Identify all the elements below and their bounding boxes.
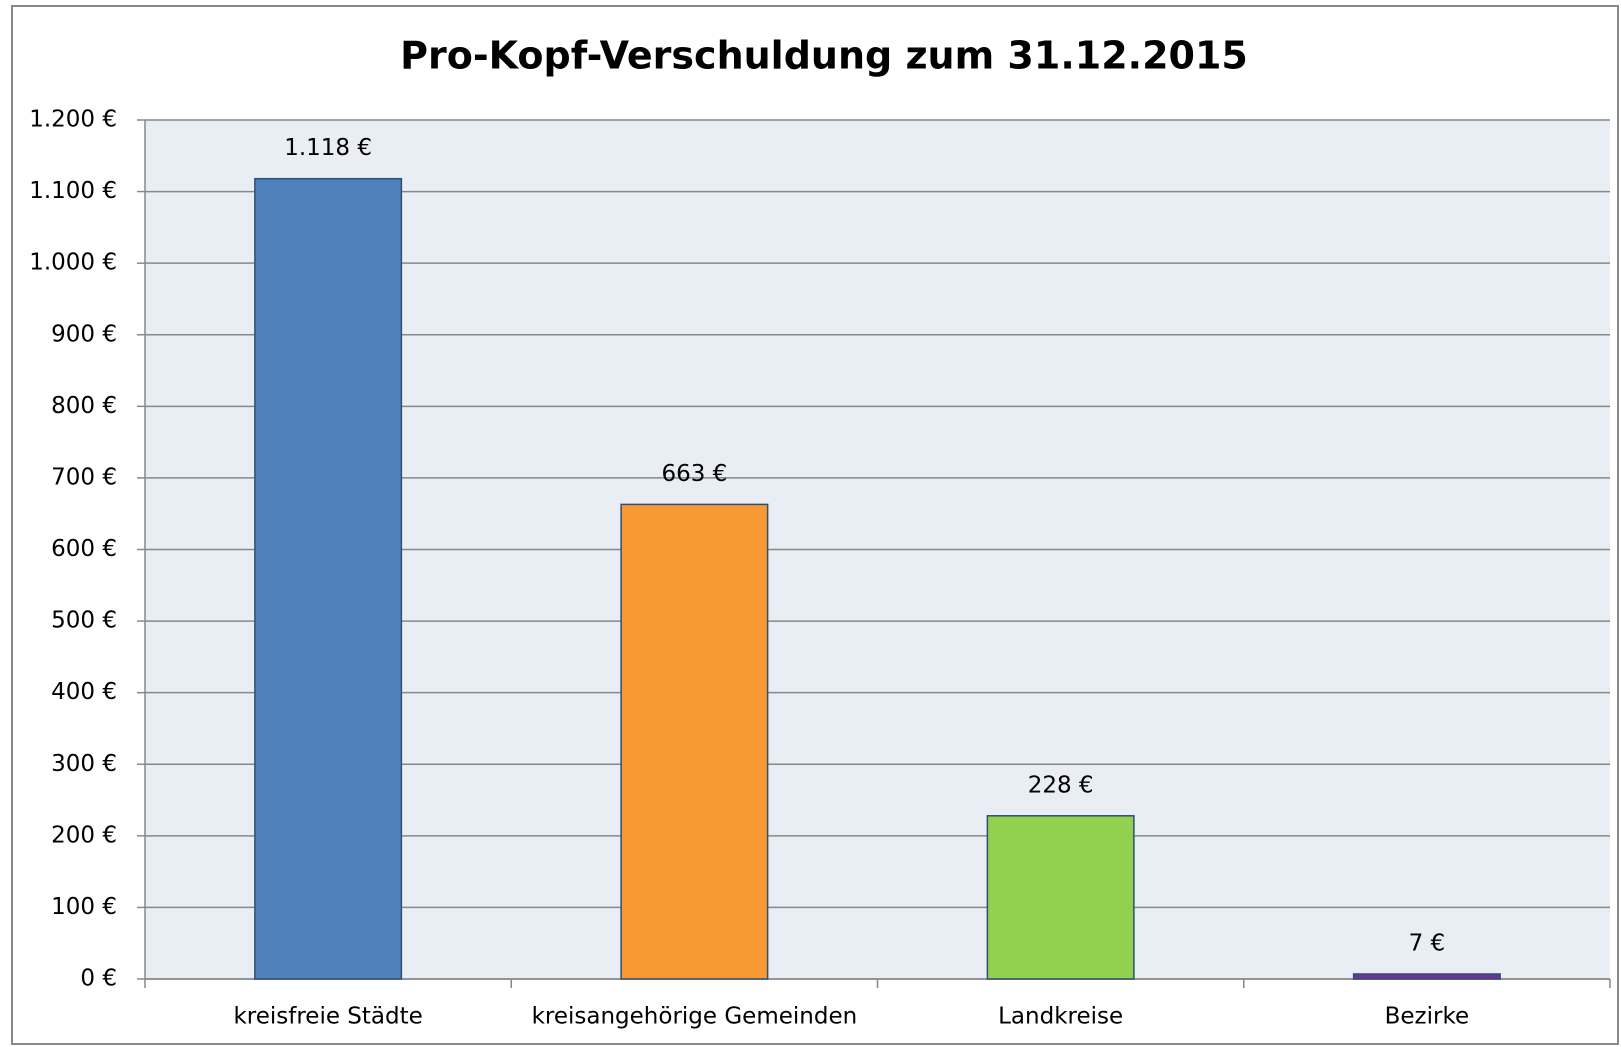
bar: [986, 815, 1135, 980]
x-tick-label: kreisangehörige Gemeinden: [532, 1004, 858, 1030]
bar: [1352, 973, 1501, 980]
y-tick-label: 500 €: [51, 608, 117, 634]
y-tick-label: 400 €: [51, 679, 117, 705]
data-label: 228 €: [1028, 772, 1094, 798]
y-tick-label: 900 €: [51, 321, 117, 347]
x-tick-label: Landkreise: [998, 1004, 1123, 1030]
bar: [620, 503, 769, 980]
data-label: 7 €: [1409, 930, 1446, 956]
x-tick-label: Bezirke: [1385, 1004, 1470, 1030]
y-tick-label: 0 €: [80, 966, 117, 992]
chart-title: Pro-Kopf-Verschuldung zum 31.12.2015: [400, 34, 1248, 78]
y-tick-label: 1.100 €: [29, 178, 117, 204]
y-tick-label: 1.000 €: [29, 250, 117, 276]
data-label: 663 €: [661, 461, 727, 487]
y-tick-label: 100 €: [51, 894, 117, 920]
bar: [254, 177, 403, 980]
data-label: 1.118 €: [284, 135, 372, 161]
y-tick-label: 800 €: [51, 393, 117, 419]
y-tick-label: 600 €: [51, 536, 117, 562]
y-tick-label: 200 €: [51, 822, 117, 848]
x-tick-label: kreisfreie Städte: [233, 1004, 422, 1030]
y-tick-label: 300 €: [51, 751, 117, 777]
y-tick-label: 1.200 €: [29, 107, 117, 133]
y-tick-label: 700 €: [51, 464, 117, 490]
